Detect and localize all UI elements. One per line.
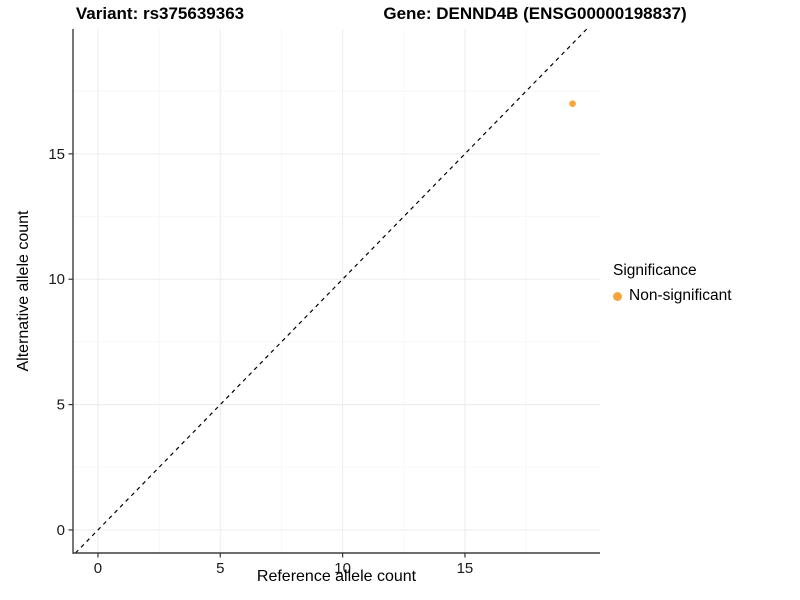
legend: Significance Non-significant: [613, 262, 732, 305]
y-tick-label: 10: [48, 271, 65, 288]
y-axis-title: Alternative allele count: [15, 210, 32, 372]
x-tick-label: 5: [216, 560, 224, 577]
x-axis-title: Reference allele count: [256, 568, 417, 585]
legend-title: Significance: [613, 262, 697, 279]
y-tick-label: 5: [57, 397, 65, 414]
y-tick-label: 0: [57, 522, 65, 539]
identity-line: [75, 28, 588, 554]
x-tick-label: 0: [94, 560, 102, 577]
data-point: [569, 100, 576, 108]
y-tick-label: 15: [48, 146, 65, 163]
legend-item-label: Non-significant: [629, 287, 732, 304]
legend-point-icon: [613, 291, 622, 301]
legend-item-non-significant: Non-significant: [613, 287, 732, 305]
x-tick-label: 10: [334, 560, 351, 577]
x-tick-label: 15: [457, 560, 474, 577]
plot-title-variant: Variant: rs375639363: [75, 4, 245, 23]
plot-title-gene: Gene: DENND4B (ENSG00000198837): [383, 4, 687, 23]
